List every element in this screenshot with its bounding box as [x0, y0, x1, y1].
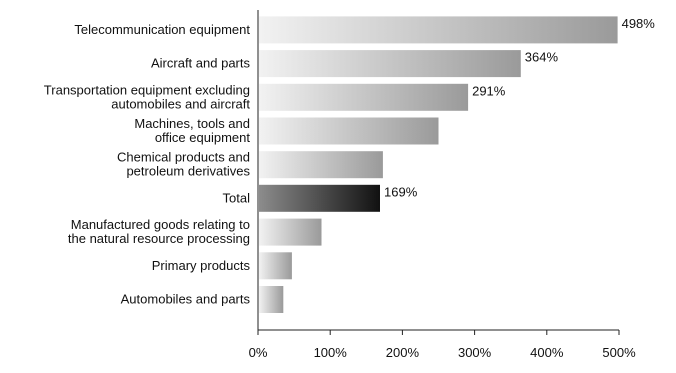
category-label-6-0: Manufactured goods relating to: [71, 217, 250, 232]
x-tick-label-3: 300%: [458, 345, 492, 360]
data-label-1: 364%: [525, 50, 559, 65]
bar-4: [259, 151, 383, 179]
category-label-5-0: Total: [223, 190, 251, 205]
bar-0: [259, 16, 618, 44]
axis-layer: 0% 100% 200% 300% 400% 500%: [249, 10, 636, 360]
category-label-4-1: petroleum derivatives: [126, 164, 250, 179]
x-tick-label-1: 100%: [314, 345, 348, 360]
bar-5: [259, 184, 380, 212]
category-label-2-0: Transportation equipment excluding: [44, 82, 250, 97]
category-label-3-0: Machines, tools and: [134, 116, 250, 131]
category-label-8-0: Automobiles and parts: [121, 292, 251, 307]
bar-1: [259, 50, 521, 78]
bars-layer: 498% 364% 291% 169%: [259, 16, 655, 313]
category-label-7-0: Primary products: [152, 258, 251, 273]
data-label-5: 169%: [384, 184, 418, 199]
data-label-0: 498%: [622, 16, 656, 31]
category-label-6-1: the natural resource processing: [68, 231, 250, 246]
bar-8: [259, 286, 284, 313]
category-label-0-0: Telecommunication equipment: [74, 22, 250, 37]
category-label-3-1: office equipment: [155, 130, 251, 145]
category-label-4-0: Chemical products and: [117, 150, 250, 165]
category-label-2-1: automobiles and aircraft: [111, 96, 250, 111]
bar-7: [259, 252, 292, 280]
x-tick-label-5: 500%: [602, 345, 636, 360]
bar-2: [259, 83, 469, 111]
x-tick-label-4: 400%: [530, 345, 564, 360]
bar-3: [259, 117, 439, 145]
data-label-2: 291%: [472, 83, 506, 98]
x-tick-label-0: 0%: [249, 345, 268, 360]
x-tick-label-2: 200%: [386, 345, 420, 360]
category-labels: Telecommunication equipment Aircraft and …: [44, 22, 251, 307]
category-label-1-0: Aircraft and parts: [151, 56, 250, 71]
bar-6: [259, 218, 322, 246]
